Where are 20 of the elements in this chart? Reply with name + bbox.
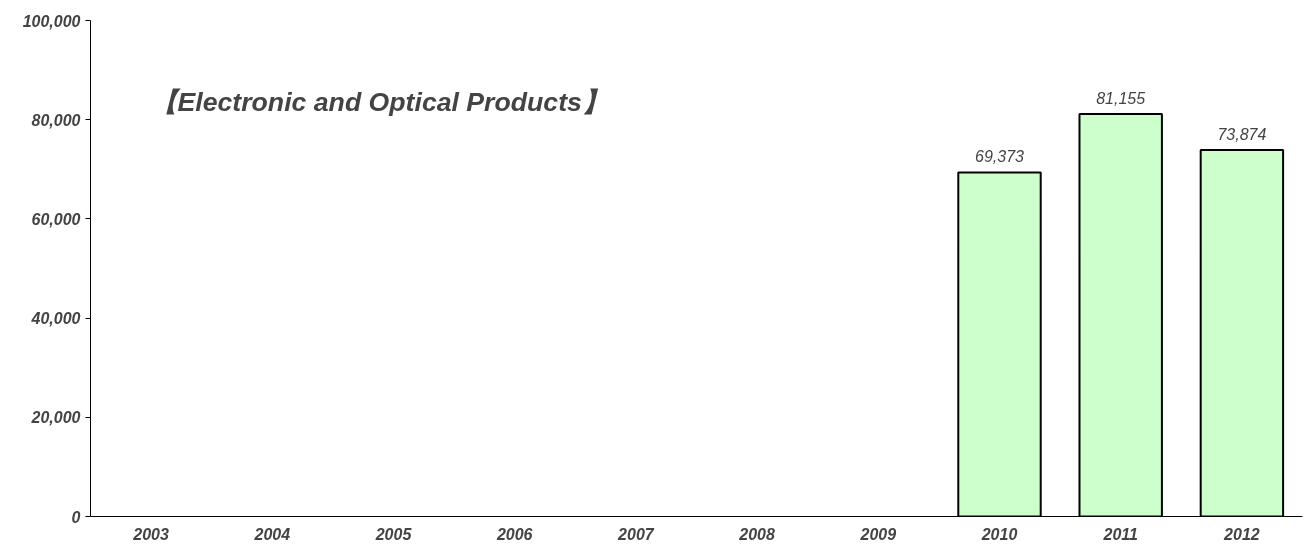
text: 【Electronic and Optical Products】: [150, 86, 609, 117]
y-tick-label: 0: [71, 508, 81, 526]
x-tick-label: 2004: [253, 525, 291, 543]
x-tick-label: 2011: [1102, 525, 1138, 543]
data-label: 81,155: [1096, 89, 1146, 107]
x-tick-label: 2010: [980, 525, 1018, 543]
y-tick-label: 60,000: [31, 210, 81, 228]
x-tick-label: 2008: [738, 525, 775, 543]
x-tick-label: 2003: [132, 525, 169, 543]
x-tick-label: 2012: [1223, 525, 1260, 543]
x-tick-label: 2005: [374, 525, 413, 543]
x-tick-label: 2007: [617, 525, 655, 543]
y-tick-label: 40,000: [30, 310, 81, 328]
x-tick-label: 2009: [859, 525, 897, 543]
y-tick-label: 80,000: [31, 111, 81, 129]
data-label: 73,874: [1217, 126, 1267, 144]
x-tick-label: 2006: [495, 525, 533, 543]
data-label: 69,373: [975, 148, 1025, 166]
y-tick-label: 20,000: [30, 409, 81, 427]
y-tick-label: 100,000: [22, 12, 81, 30]
